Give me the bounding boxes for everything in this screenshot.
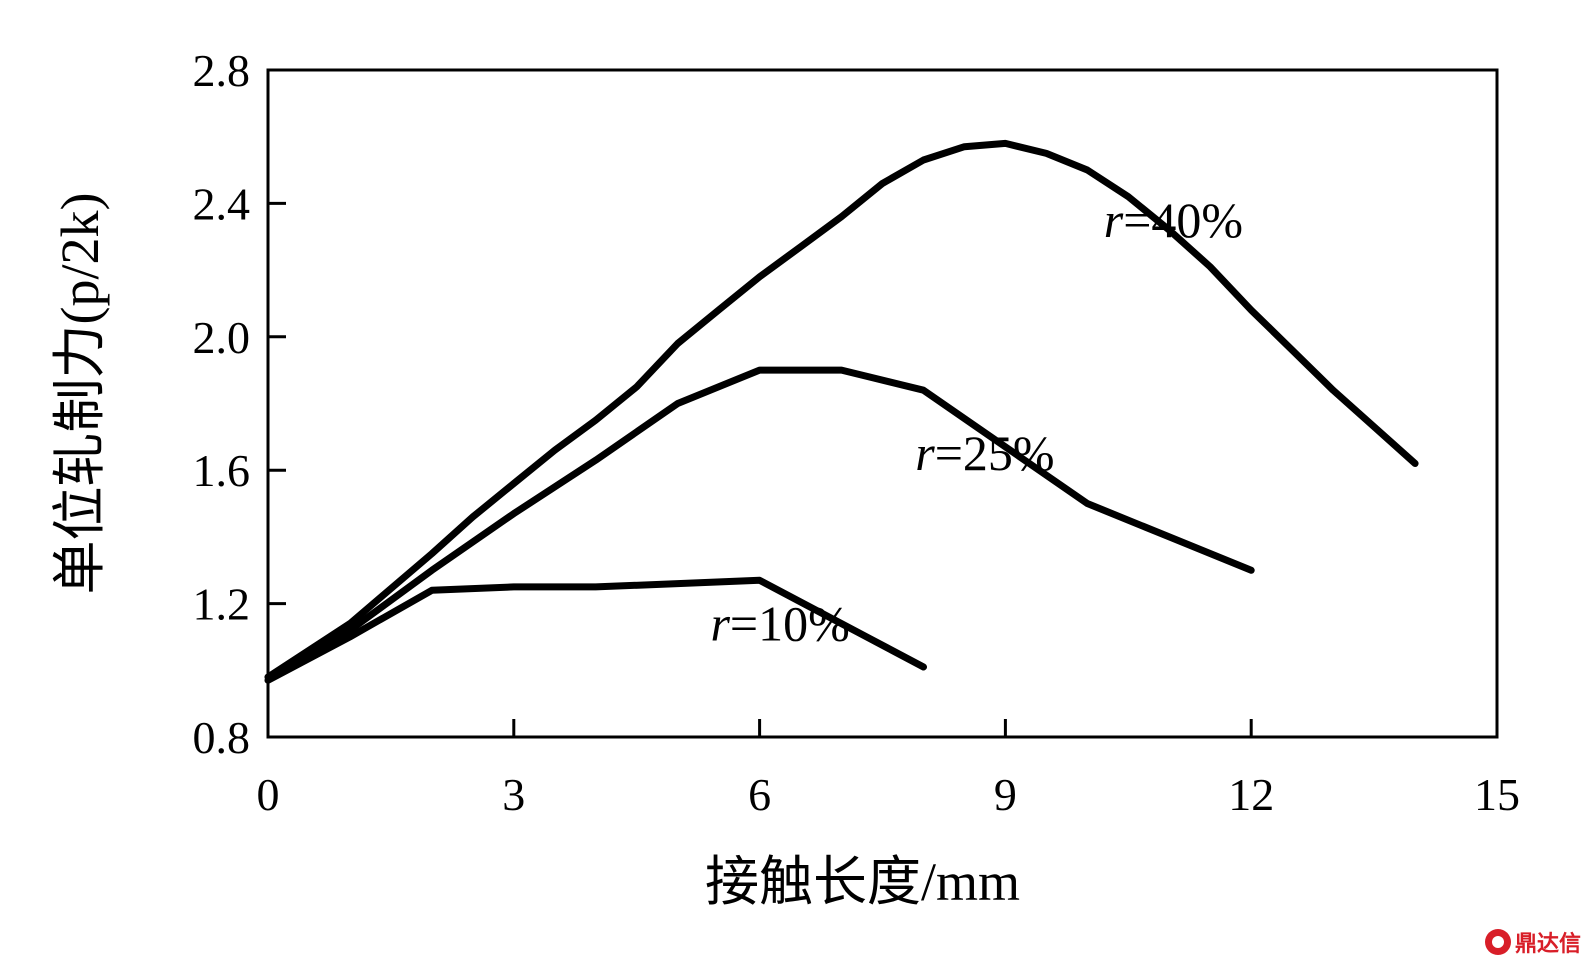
axis-tick-labels: 0 3 6 9 12 15 0.8 1.2 1.6 2.0 2.4 2.8 bbox=[193, 45, 1521, 820]
x-tick-label: 3 bbox=[502, 769, 525, 820]
series-line-2 bbox=[264, 366, 1255, 681]
y-tick-label: 1.2 bbox=[193, 579, 251, 630]
watermark-logo-icon bbox=[1484, 929, 1511, 955]
y-axis-title: 单位轧制力(p/2k) bbox=[50, 193, 110, 595]
x-tick-label: 9 bbox=[994, 769, 1017, 820]
series-line-3 bbox=[264, 576, 927, 684]
y-tick-label: 2.0 bbox=[193, 312, 251, 363]
series-label-variable: r bbox=[710, 595, 730, 651]
axis-ticks bbox=[268, 201, 1253, 737]
series-label-value: =25% bbox=[935, 425, 1055, 481]
x-tick-label: 6 bbox=[748, 769, 771, 820]
x-axis-title: 接触长度/mm bbox=[705, 852, 1020, 912]
series-label-3: r=10% bbox=[710, 595, 849, 651]
series-label-2: r=25% bbox=[915, 425, 1054, 481]
x-tick-label: 15 bbox=[1474, 769, 1520, 820]
series-line-1 bbox=[264, 139, 1419, 681]
x-tick-label: 12 bbox=[1228, 769, 1274, 820]
series-label-value: =10% bbox=[730, 595, 850, 651]
y-tick-label: 2.8 bbox=[193, 45, 251, 96]
y-tick-label: 0.8 bbox=[193, 712, 251, 763]
x-tick-label: 0 bbox=[257, 769, 280, 820]
series-labels: r=40%r=25%r=10% bbox=[710, 192, 1243, 652]
y-tick-label: 1.6 bbox=[193, 445, 251, 496]
series-label-value: =40% bbox=[1123, 192, 1243, 248]
plot-frame bbox=[266, 68, 1499, 739]
watermark-text: 鼎达信 bbox=[1514, 932, 1581, 957]
y-tick-label: 2.4 bbox=[193, 178, 251, 229]
series-label-variable: r bbox=[1104, 192, 1124, 248]
watermark: 鼎达信 bbox=[1484, 926, 1581, 958]
data-series-lines bbox=[264, 139, 1419, 684]
series-label-variable: r bbox=[915, 425, 935, 481]
series-label-1: r=40% bbox=[1104, 192, 1243, 248]
